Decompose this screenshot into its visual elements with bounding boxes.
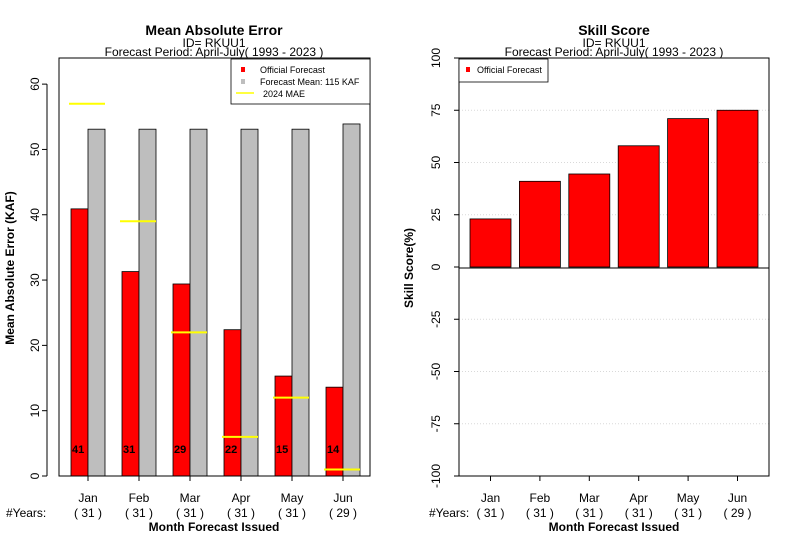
skill-x-tick-label-mar: Mar [579,491,600,505]
mae-years-value-jun: ( 29 ) [329,506,357,520]
skill-bar-mar [568,173,611,268]
skill-y-tick-label-75: 75 [429,103,443,117]
mae-years-value-apr: ( 31 ) [227,506,255,520]
skill-legend-box [458,58,549,83]
mae-years-label: #Years: [6,506,46,520]
mae-x-tick-label-apr: Apr [232,491,251,505]
skill-years-value-mar: ( 31 ) [575,506,603,520]
skill-legend-official-swatch [466,67,470,72]
mae-legend-mean-label: Forecast Mean: 115 KAF [260,77,360,87]
mae-y-tick-label-0: 0 [28,472,42,479]
skill-years-value-apr: ( 31 ) [625,506,653,520]
mae-y-tick-label-40: 40 [28,208,42,222]
mae-subtitle-period: Forecast Period: April-July( 1993 - 2023… [105,45,324,59]
mae-legend: Official Forecast Forecast Mean: 115 KAF… [230,58,371,105]
skill-y-tick-label-100: 100 [429,48,443,68]
mae-y-axis-label: Mean Absolute Error (KAF) [3,191,17,345]
skill-y-tick-label-25: 25 [429,208,443,222]
mae-x-axis: Jan( 31 )Feb( 31 )Mar( 31 )Apr( 31 )May(… [74,476,357,520]
skill-x-tick-label-apr: Apr [629,491,648,505]
skill-x-axis-label: Month Forecast Issued [549,520,680,534]
mae-years-value-jan: ( 31 ) [74,506,102,520]
mae-mean-bar-may [291,128,310,477]
mae-legend-official-swatch [241,67,245,72]
mae-mean-bar-jun [342,123,361,477]
mae-x-tick-label-jan: Jan [78,491,97,505]
skill-y-tick-label--25: -25 [429,310,443,328]
mae-mean-bar-apr [240,128,259,477]
mae-x-tick-label-may: May [281,491,304,505]
mae-legend-mean-swatch [241,79,245,84]
skill-years-value-may: ( 31 ) [674,506,702,520]
mae-official-value-label-may: 15 [276,444,288,456]
mae-x-tick-label-jun: Jun [333,491,352,505]
mae-official-bar-jun [325,386,344,477]
skill-legend-official-label: Official Forecast [477,65,542,75]
mae-x-tick-label-mar: Mar [180,491,201,505]
skill-x-tick-label-jan: Jan [481,491,500,505]
mae-years-value-mar: ( 31 ) [176,506,204,520]
skill-plot-frame [458,57,770,477]
mae-y-tick-label-60: 60 [28,77,42,91]
skill-x-tick-label-may: May [677,491,700,505]
skill-years-value-jan: ( 31 ) [476,506,504,520]
skill-y-tick-label-0: 0 [429,263,443,270]
mae-y-tick-label-10: 10 [28,404,42,418]
mae-official-bar-may [274,375,293,477]
mae-subtitle-id: ID= RKUU1 [182,36,245,50]
mae-title: Mean Absolute Error [145,22,283,38]
skill-bar-jan [469,218,512,268]
skill-x-axis: Jan( 31 )Feb( 31 )Mar( 31 )Apr( 31 )May(… [476,476,752,520]
mae-legend-box [230,58,371,105]
skill-bar-feb [519,180,561,268]
skill-title: Skill Score [578,22,650,38]
mae-plot-frame [58,57,371,477]
mae-official-value-label-feb: 31 [123,444,135,456]
skill-y-tick-label--100: -100 [429,464,443,488]
skill-y-tick-label--75: -75 [429,415,443,433]
skill-bar-apr [617,145,660,268]
mae-y-axis: 0 10 20 30 40 50 60 [28,77,48,479]
skill-y-axis-label: Skill Score(%) [402,228,416,308]
skill-bar-jun [716,109,759,268]
mae-bars: 41 31 29 22 15 14 [69,102,361,477]
mae-y-tick-label-50: 50 [28,142,42,156]
mae-official-value-label-jun: 14 [327,444,340,456]
skill-x-tick-label-feb: Feb [530,491,551,505]
mae-years-value-may: ( 31 ) [278,506,306,520]
skill-years-value-jun: ( 29 ) [723,506,751,520]
mae-official-bar-jan [70,208,89,477]
skill-x-tick-label-jun: Jun [728,491,747,505]
mae-official-value-label-apr: 22 [225,444,237,456]
mae-y-tick-label-20: 20 [28,338,42,352]
mae-mean-bar-mar [189,128,208,477]
mae-panel: Mean Absolute Error ID= RKUU1 Forecast P… [3,22,371,534]
mae-mean-bar-jan [87,128,106,477]
mae-x-tick-label-feb: Feb [129,491,150,505]
skill-years-label: #Years: [429,506,469,520]
skill-panel: Skill Score ID= RKUU1 Forecast Period: A… [402,22,770,534]
mae-legend-official-label: Official Forecast [260,65,325,75]
mae-x-axis-label: Month Forecast Issued [149,520,280,534]
skill-bar-may [667,118,709,268]
skill-years-value-feb: ( 31 ) [526,506,554,520]
skill-legend: Official Forecast [458,58,549,83]
mae-legend-2024-label: 2024 MAE [263,89,305,99]
skill-y-tick-label-50: 50 [429,156,443,170]
skill-subtitle-period: Forecast Period: April-July( 1993 - 2023… [505,45,724,59]
mae-years-value-feb: ( 31 ) [125,506,153,520]
skill-subtitle-id: ID= RKUU1 [582,36,645,50]
skill-y-axis: -100 -75 -50 -25 0 25 50 75 100 [429,48,460,488]
mae-official-value-label-jan: 41 [72,444,84,456]
skill-y-tick-label--50: -50 [429,363,443,381]
mae-official-value-label-mar: 29 [174,444,186,456]
mae-y-tick-label-30: 30 [28,273,42,287]
mae-mean-bar-feb [138,128,157,477]
skill-bars [469,109,759,268]
